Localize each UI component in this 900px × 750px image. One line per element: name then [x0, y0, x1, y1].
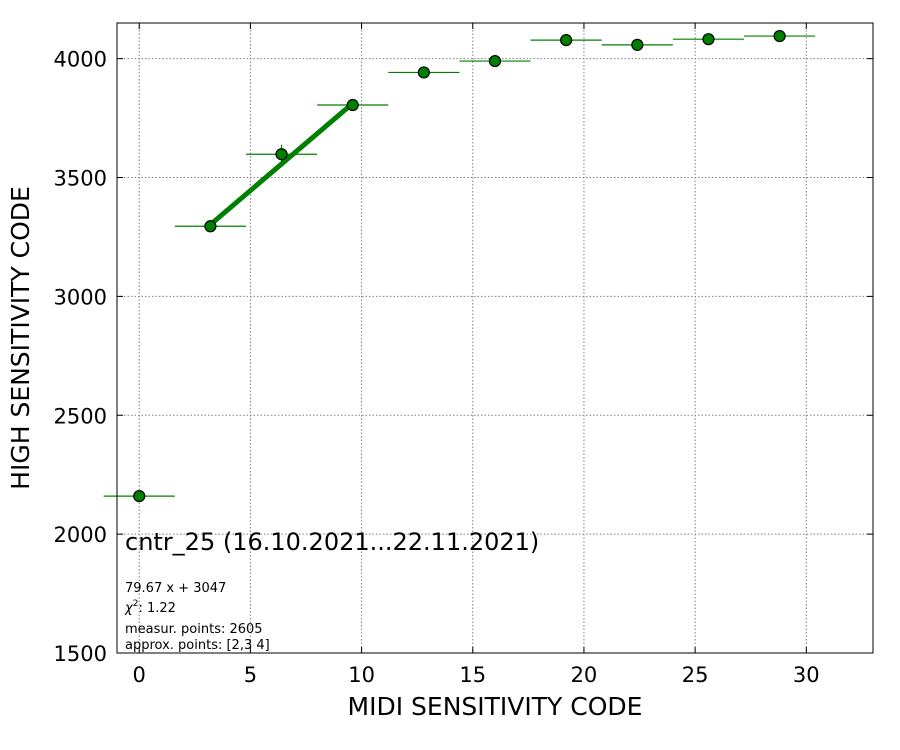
chart-title-annotation: cntr_25 (16.10.2021...22.11.2021): [125, 528, 539, 556]
data-point: [631, 38, 644, 51]
x-tick-label: 0: [133, 663, 146, 687]
chi2-exponent: 2: [133, 599, 139, 609]
data-point: [204, 220, 217, 233]
data-point: [702, 33, 715, 46]
x-tick-label: 10: [348, 663, 375, 687]
chi2-value: : 1.22: [138, 601, 175, 616]
y-axis-title: HIGH SENSITIVITY CODE: [6, 186, 35, 490]
data-point: [133, 489, 146, 503]
data-point: [417, 66, 430, 79]
data-points: [133, 29, 786, 503]
approximation-points-label: approx. points: [2,3 4]: [125, 638, 270, 653]
data-point: [488, 54, 502, 68]
y-tick-label: 2500: [54, 404, 107, 428]
chi2-label: χ2: 1.22: [124, 599, 176, 616]
y-tick-label: 3500: [54, 167, 107, 191]
x-tick-label: 20: [571, 663, 598, 687]
data-point: [773, 29, 786, 43]
x-tick-label: 5: [244, 663, 257, 687]
data-point: [560, 34, 573, 47]
axis-ticks: [117, 23, 873, 654]
x-axis-title: MIDI SENSITIVITY CODE: [348, 692, 643, 721]
y-tick-label: 4000: [54, 48, 107, 72]
y-tick-label: 3000: [54, 285, 107, 309]
data-point: [275, 148, 288, 161]
tick-labels: 0 5 10 15 20 25 30 1500 2000 2500 3000 3500 4000: [54, 48, 820, 687]
x-tick-label: 15: [459, 663, 486, 687]
x-tick-label: 25: [682, 663, 709, 687]
chi2-symbol: χ: [124, 601, 134, 616]
fit-equation: 79.67 x + 3047: [125, 581, 226, 596]
plot-frame: [116, 22, 874, 654]
data-point: [346, 98, 359, 112]
x-tick-label: 30: [793, 663, 820, 687]
fit-line-group: [208, 101, 355, 227]
y-tick-label: 1500: [54, 642, 107, 666]
fit-line: [208, 101, 355, 227]
measurement-points-label: measur. points: 2605: [125, 622, 263, 637]
y-tick-label: 2000: [54, 523, 107, 547]
